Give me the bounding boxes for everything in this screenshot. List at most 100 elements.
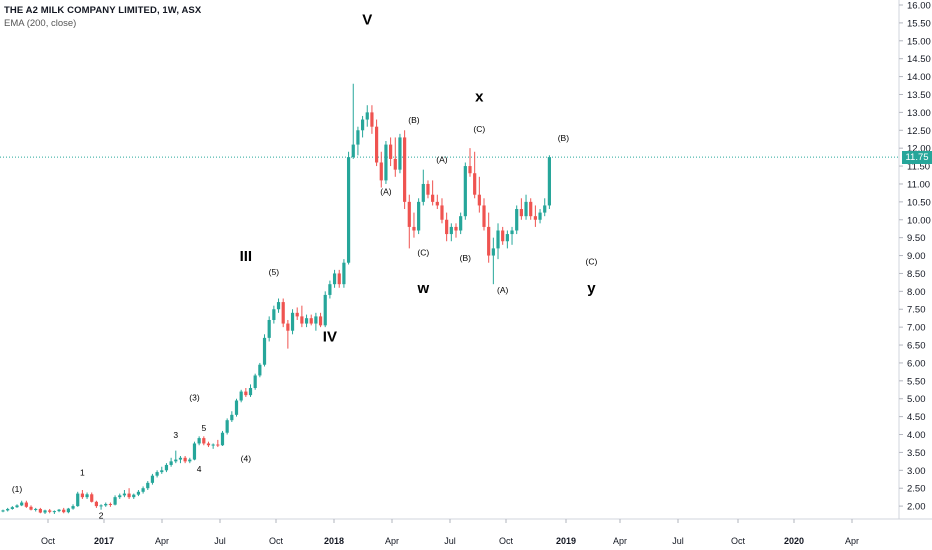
candle-up (76, 491, 80, 507)
candle-up (449, 223, 453, 242)
wave-label: (A) (436, 154, 448, 164)
candle-up (174, 450, 178, 464)
candle-up (253, 373, 257, 390)
wave-label: (B) (408, 115, 420, 125)
candle-up (6, 507, 10, 512)
candle-down (80, 489, 84, 499)
wave-label: III (240, 248, 253, 265)
candle-down (183, 455, 187, 464)
candle-up (188, 457, 192, 464)
candle-up (132, 493, 136, 499)
y-tick-label: 5.50 (907, 376, 926, 387)
candle-up (524, 194, 528, 220)
y-tick-label: 14.00 (907, 72, 931, 83)
wave-label: (B) (460, 253, 472, 263)
candle-up (43, 509, 47, 514)
candle-down (529, 198, 533, 220)
candle-down (533, 205, 537, 227)
candle-up (66, 507, 70, 514)
wave-label: w (416, 280, 429, 297)
y-tick-label: 8.50 (907, 269, 926, 280)
candle-up (85, 492, 89, 499)
candle-up (346, 151, 351, 265)
x-tick-label: 2019 (556, 536, 576, 546)
wave-label: 3 (173, 430, 178, 440)
y-tick-label: 11.00 (907, 179, 930, 190)
y-tick-label: 3.00 (907, 466, 926, 477)
wave-label: (B) (558, 133, 570, 143)
y-tick-label: 3.50 (907, 448, 926, 459)
candle-down (318, 312, 323, 328)
candle-down (202, 436, 206, 446)
candle-up (169, 457, 173, 467)
wave-label: (A) (497, 285, 509, 295)
y-tick-label: 5.00 (907, 394, 926, 405)
candle-down (482, 198, 486, 231)
y-tick-label: 12.50 (907, 126, 931, 137)
candle-down (431, 180, 435, 206)
wave-label: (C) (417, 248, 429, 258)
candle-down (216, 439, 220, 448)
x-tick-label: 2018 (324, 536, 344, 546)
candle-down (295, 307, 299, 320)
wave-label: (C) (586, 257, 598, 267)
axis-lines (0, 0, 932, 520)
y-tick-label: 16.00 (907, 1, 931, 12)
candle-up (239, 389, 243, 403)
x-axis-ticks: Oct 2017 Apr Jul Oct 2018 Apr Jul Oct 2019 Apr Jul O… (41, 519, 859, 546)
candle-up (515, 205, 519, 235)
x-tick-label: Oct (269, 536, 284, 546)
candle-up (118, 493, 122, 499)
y-tick-label: 10.00 (907, 215, 931, 226)
y-tick-label: 6.50 (907, 341, 926, 352)
candle-up (276, 298, 281, 313)
candle-up (52, 510, 56, 514)
y-tick-label: 8.00 (907, 287, 926, 298)
y-tick-label: 7.50 (907, 305, 926, 316)
y-tick-label: 12.00 (907, 144, 931, 155)
candle-up (496, 223, 500, 260)
candle-up (230, 411, 234, 422)
candle-up (15, 504, 19, 508)
wave-label: (5) (269, 267, 280, 277)
candle-down (403, 130, 407, 210)
candle-up (104, 502, 108, 507)
candle-up (164, 463, 169, 473)
indicator-label[interactable]: EMA (200, close) (4, 18, 77, 29)
candle-down (38, 507, 42, 514)
wave-label: 4 (197, 464, 202, 474)
last-price-tag: 11.75 (902, 150, 932, 164)
wave-label: y (587, 280, 596, 297)
y-axis-ticks: 2.00 2.50 3.00 3.50 4.00 4.50 5.00 5.50 6.00 6.50… (899, 1, 931, 513)
candle-up (332, 269, 337, 288)
candle-down (445, 212, 449, 242)
candle-up (328, 280, 332, 299)
x-tick-label: 2020 (784, 536, 804, 546)
x-tick-label: Apr (385, 536, 399, 546)
candle-down (24, 500, 28, 508)
candle-up (543, 198, 547, 217)
y-tick-label: 9.50 (907, 233, 926, 244)
candle-up (258, 362, 262, 378)
x-tick-label: Oct (731, 536, 746, 546)
candle-down (412, 212, 416, 238)
x-tick-label: Apr (155, 536, 169, 546)
y-tick-label: 6.00 (907, 358, 926, 369)
candle-down (454, 223, 458, 238)
candle-up (1, 509, 5, 513)
x-tick-label: Apr (845, 536, 859, 546)
candle-up (262, 334, 267, 367)
wave-labels: (1) 1 2 3 4 5 (3) (4) (5) III IV V (A) (B) (A) (C) (B) w x… (12, 12, 598, 521)
candle-up (398, 133, 402, 174)
candle-down (379, 151, 383, 188)
candle-up (365, 105, 369, 127)
candle-down (487, 212, 491, 263)
candle-up (290, 309, 295, 335)
candle-down (375, 119, 379, 167)
candle-down (29, 505, 33, 511)
candle-down (393, 137, 397, 177)
candle-down (244, 387, 248, 397)
wave-label: (1) (12, 484, 23, 494)
wave-label: x (475, 89, 484, 106)
